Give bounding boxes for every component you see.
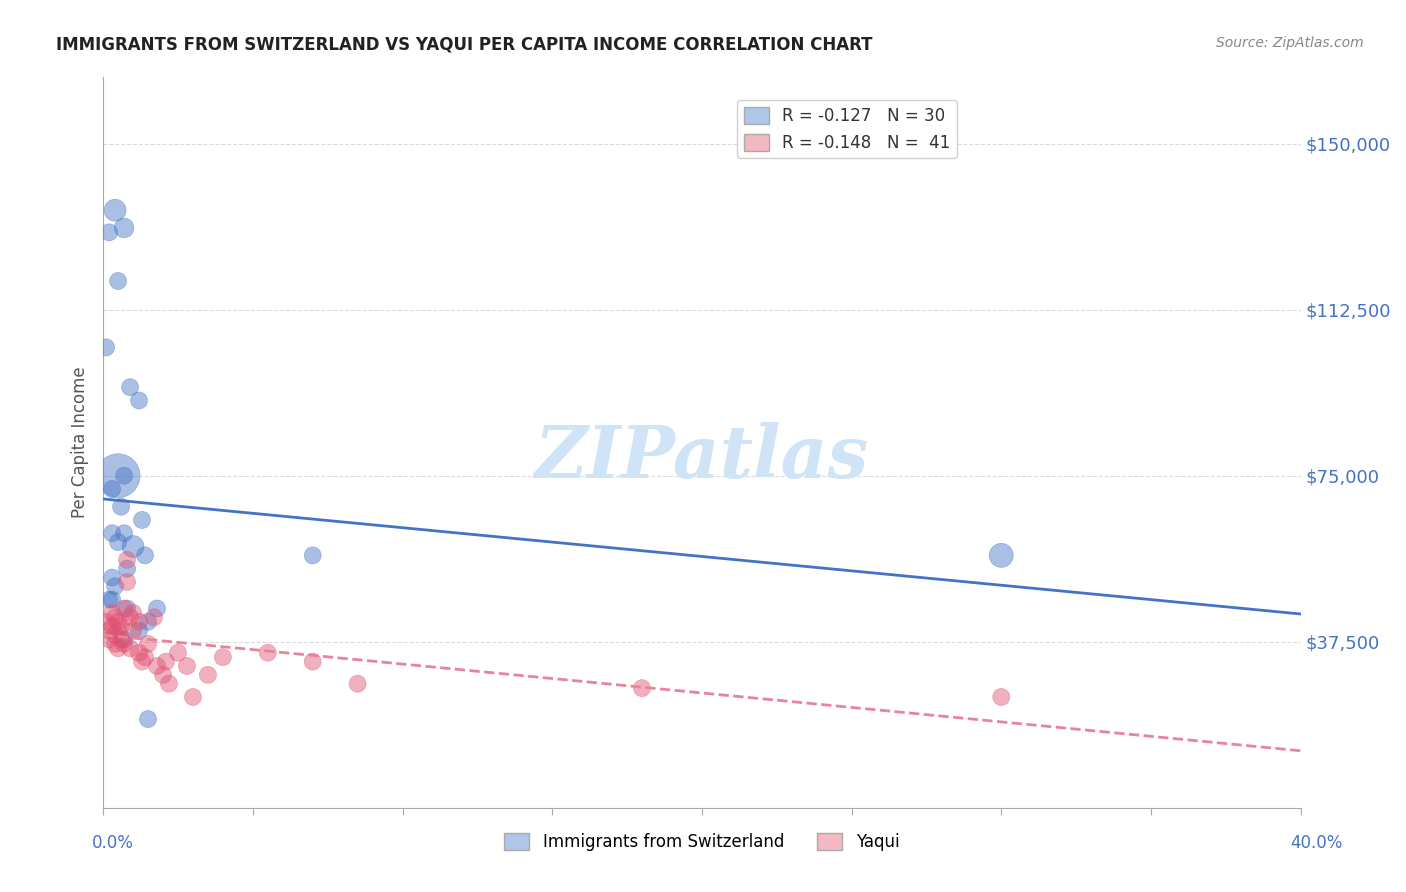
Point [101, 570, 124, 584]
Y-axis label: Per Capita Income: Per Capita Income [72, 367, 89, 518]
Point [112, 601, 135, 615]
Text: IMMIGRANTS FROM SWITZERLAND VS YAQUI PER CAPITA INCOME CORRELATION CHART: IMMIGRANTS FROM SWITZERLAND VS YAQUI PER… [56, 36, 873, 54]
Point [101, 606, 124, 620]
Point [136, 615, 159, 629]
Point [110, 500, 132, 514]
Point [301, 549, 323, 563]
Point [98, 592, 121, 607]
Point [107, 468, 129, 483]
Point [115, 553, 138, 567]
Point [131, 655, 153, 669]
Point [128, 646, 150, 660]
Point [94, 340, 117, 354]
Text: 40.0%: 40.0% [1291, 834, 1343, 852]
Point [107, 624, 129, 638]
Point [120, 641, 142, 656]
Point [115, 561, 138, 575]
Point [120, 610, 142, 624]
Point [134, 650, 156, 665]
Point [107, 641, 129, 656]
Point [143, 610, 166, 624]
Point [176, 659, 198, 673]
Point [110, 619, 132, 633]
Point [112, 637, 135, 651]
Point [112, 468, 135, 483]
Text: ZIPatlas: ZIPatlas [534, 422, 869, 492]
Point [346, 676, 368, 690]
Point [631, 681, 654, 695]
Point [167, 646, 190, 660]
Point [98, 225, 121, 239]
Point [146, 601, 169, 615]
Point [101, 592, 124, 607]
Point [122, 540, 145, 554]
Point [134, 549, 156, 563]
Text: 0.0%: 0.0% [91, 834, 134, 852]
Point [112, 220, 135, 235]
Text: Source: ZipAtlas.com: Source: ZipAtlas.com [1216, 36, 1364, 50]
Point [256, 646, 278, 660]
Point [122, 606, 145, 620]
Point [131, 513, 153, 527]
Point [120, 380, 142, 394]
Point [128, 393, 150, 408]
Point [197, 668, 219, 682]
Point [94, 615, 117, 629]
Point [101, 526, 124, 541]
Point [115, 574, 138, 589]
Point [112, 526, 135, 541]
Point [98, 632, 121, 647]
Point [157, 676, 180, 690]
Point [104, 637, 127, 651]
Point [98, 624, 121, 638]
Point [212, 650, 235, 665]
Point [990, 549, 1012, 563]
Point [101, 619, 124, 633]
Point [104, 628, 127, 642]
Point [107, 274, 129, 288]
Point [155, 655, 177, 669]
Point [136, 712, 159, 726]
Point [110, 632, 132, 647]
Point [115, 601, 138, 615]
Point [107, 535, 129, 549]
Point [152, 668, 174, 682]
Point [146, 659, 169, 673]
Point [101, 482, 124, 496]
Point [128, 624, 150, 638]
Point [136, 637, 159, 651]
Point [301, 655, 323, 669]
Point [104, 579, 127, 593]
Legend: R = -0.127   N = 30, R = -0.148   N =  41: R = -0.127 N = 30, R = -0.148 N = 41 [737, 101, 957, 159]
Point [112, 632, 135, 647]
Point [104, 203, 127, 218]
Point [181, 690, 204, 704]
Point [107, 615, 129, 629]
Point [122, 624, 145, 638]
Point [990, 690, 1012, 704]
Point [104, 610, 127, 624]
Point [128, 615, 150, 629]
